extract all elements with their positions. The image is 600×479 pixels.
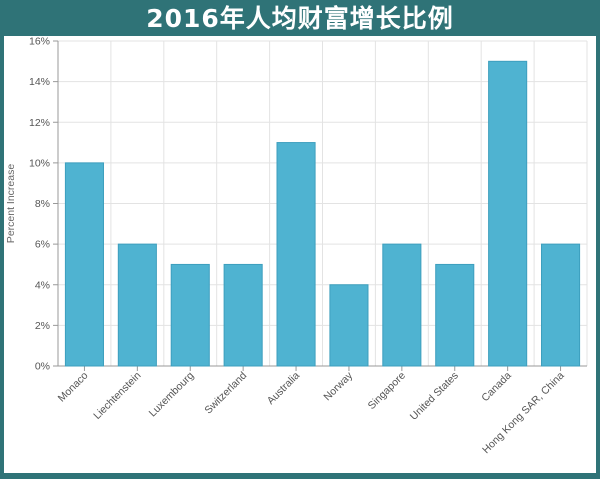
x-tick-label: United States: [408, 370, 461, 423]
x-tick-label: Australia: [265, 370, 302, 407]
x-tick-label: Luxembourg: [147, 370, 197, 420]
y-tick-labels: 0% 2% 4% 6% 8% 10% 12% 14% 16%: [29, 36, 50, 373]
bar-luxembourg: [170, 263, 210, 367]
bar-canada: [488, 60, 528, 367]
x-tick-label: Switzerland: [202, 370, 249, 417]
x-tick-labels: Monaco Liechtenstein Luxembourg Switzerland…: [56, 369, 567, 456]
y-tick-label: 16%: [29, 36, 50, 48]
x-tick-label: Canada: [479, 370, 514, 405]
bar-australia: [276, 142, 316, 367]
bar-singapore: [382, 243, 422, 367]
y-tick-label: 12%: [29, 117, 50, 129]
y-tick-label: 10%: [29, 157, 50, 169]
bar-liechtenstein: [117, 243, 157, 367]
bars: [64, 60, 581, 367]
bar-monaco: [64, 162, 104, 367]
y-tick-label: 8%: [35, 198, 50, 210]
y-tick-label: 14%: [29, 76, 50, 88]
x-tick-label: Singapore: [366, 370, 408, 412]
chart-title: 2016年人均财富增长比例: [146, 4, 454, 33]
bar-norway: [329, 284, 369, 367]
x-tick-label: Norway: [321, 369, 355, 403]
y-tick-label: 0%: [35, 361, 50, 373]
x-tick-label: Monaco: [56, 370, 91, 405]
bar-switzerland: [223, 263, 263, 367]
bar-united-states: [435, 263, 475, 367]
y-tick-label: 4%: [35, 279, 50, 291]
bar-hong-kong-sar-china: [541, 243, 581, 367]
x-tick-label: Liechtenstein: [91, 370, 143, 422]
y-tick-label: 6%: [35, 239, 50, 251]
y-tick-label: 2%: [35, 320, 50, 332]
y-axis-label: Percent Increase: [5, 164, 17, 244]
